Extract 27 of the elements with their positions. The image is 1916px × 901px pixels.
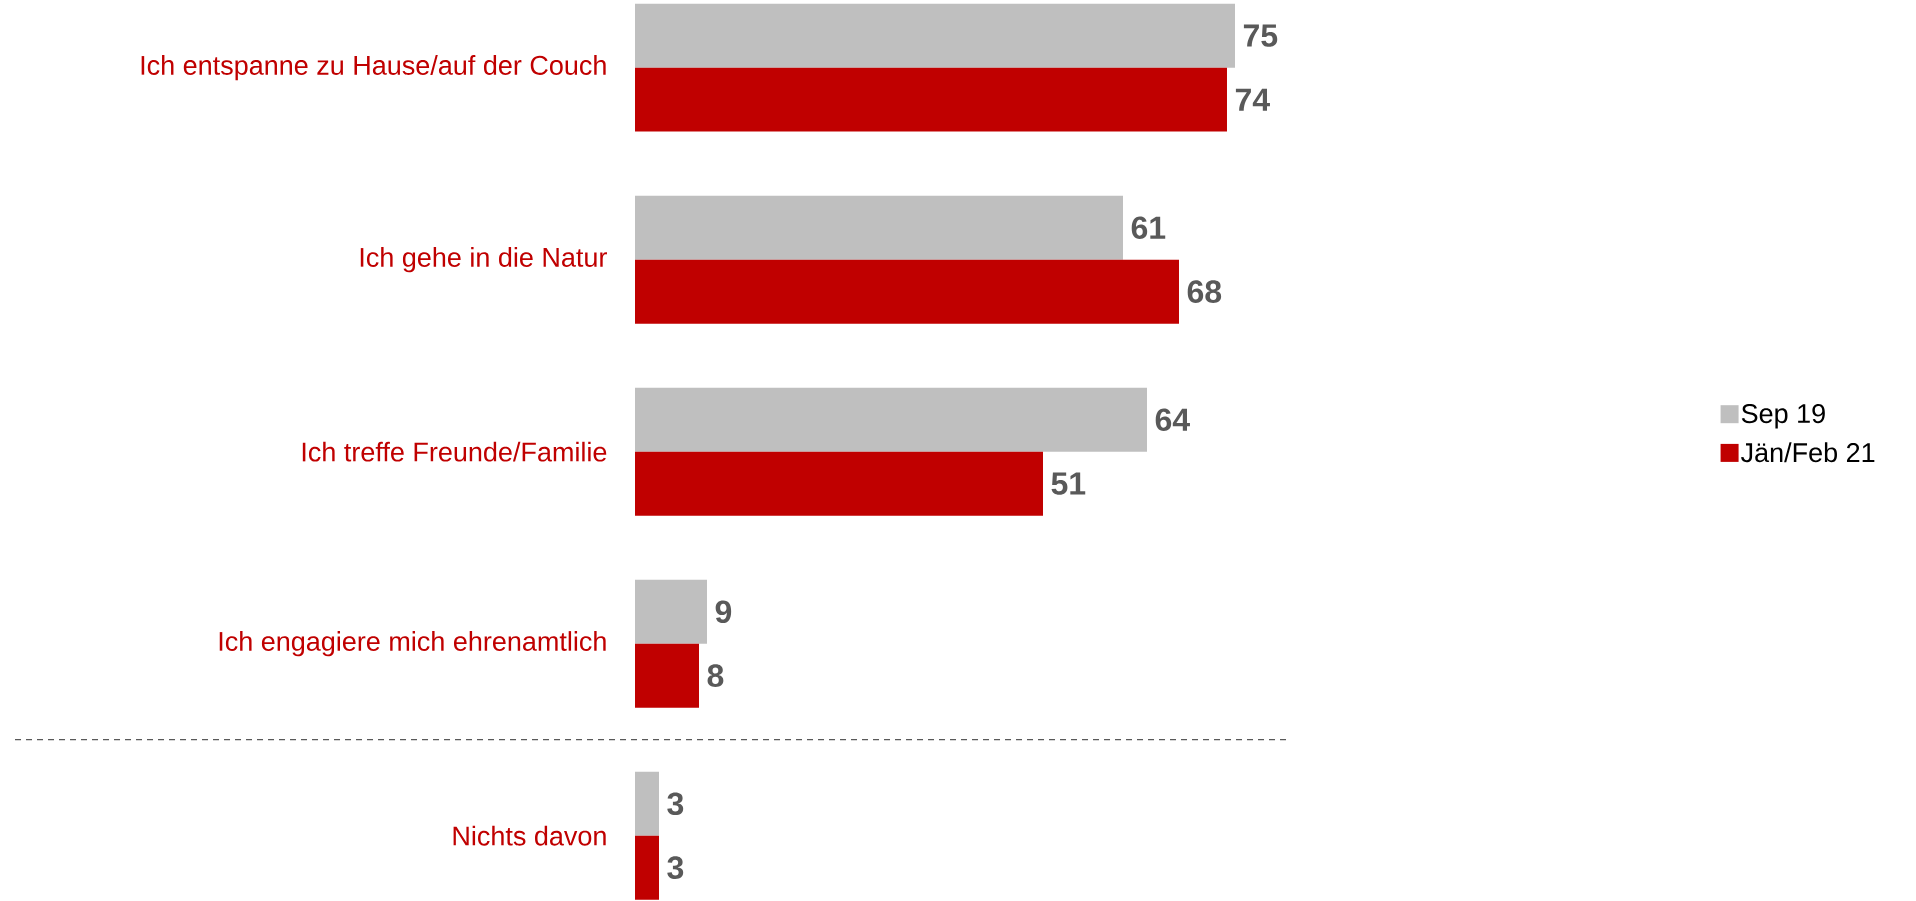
bar: [635, 3, 1235, 68]
data-label: 74: [1235, 88, 1270, 111]
bar: [635, 195, 1123, 260]
y-tick-label: Ich treffe Freunde/Familie: [302, 441, 607, 462]
data-label: 3: [667, 792, 684, 816]
y-tick-label: Ich entspanne zu Hause/auf der Couch: [141, 55, 606, 81]
bar: [635, 579, 707, 644]
y-tick-label: Nichts davon: [453, 825, 606, 846]
bar: [635, 835, 660, 900]
data-label: 68: [1187, 280, 1222, 303]
data-label: 75: [1243, 24, 1278, 47]
legend-label: Jän/Feb 21: [1741, 442, 1875, 463]
data-label: 64: [1155, 408, 1190, 432]
legend-label: Sep 19: [1741, 404, 1825, 429]
data-label: 8: [707, 664, 724, 687]
data-label: 61: [1131, 216, 1166, 240]
bar: [635, 259, 1179, 324]
bar: [635, 387, 1147, 452]
bar: [635, 451, 1043, 516]
bar: [635, 67, 1227, 132]
bar: [635, 643, 700, 708]
y-tick-label: Ich engagiere mich ehrenamtlich: [219, 631, 606, 657]
data-label: 3: [667, 856, 684, 880]
y-tick-label: Ich gehe in die Natur: [360, 247, 607, 273]
data-label: 51: [1051, 472, 1086, 495]
data-label: 9: [715, 600, 732, 624]
bar: [635, 771, 660, 836]
